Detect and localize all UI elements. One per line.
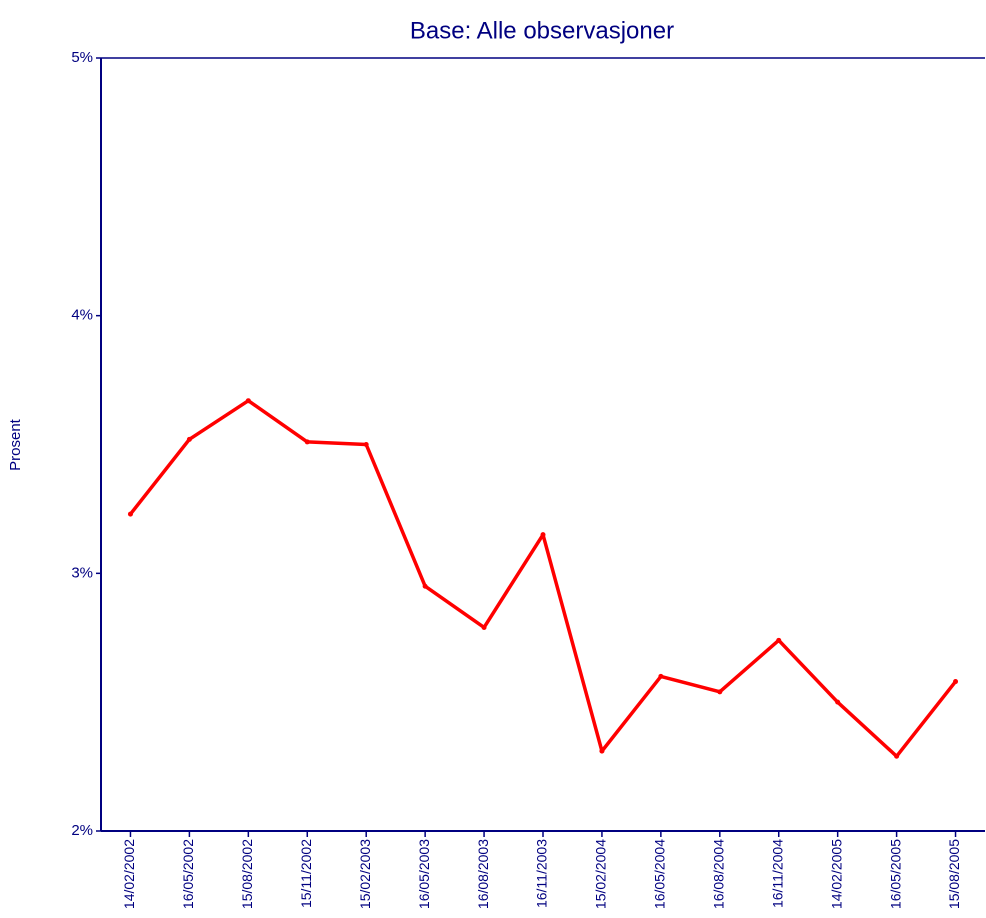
x-tick-label: 16/05/2004 [652,839,668,909]
x-tick-label: 16/11/2004 [769,839,785,908]
y-tick-label: 2% [71,822,93,839]
point [894,753,900,759]
chart-title: Base: Alle observasjoner [410,17,674,44]
point [540,532,546,538]
point [953,679,959,685]
point [422,583,428,589]
point [127,511,133,517]
y-axis-label: Prosent [7,418,24,471]
x-tick-label: 16/11/2003 [534,839,550,908]
y-tick-label: 4% [71,307,93,324]
x-tick-label: 14/02/2005 [828,839,844,909]
x-tick-label: 15/08/2002 [239,839,255,909]
point [481,624,487,630]
point [363,442,369,447]
line [129,398,957,759]
y-tick-label: 3% [71,564,93,581]
point [776,637,782,643]
x-tick-label: 16/08/2003 [475,839,491,909]
point [304,439,310,445]
point [835,699,841,705]
x-tick-label: 16/08/2004 [711,839,727,909]
point [717,689,723,695]
point [186,436,192,442]
point [658,673,664,679]
x-tick-label: 15/11/2002 [298,839,314,908]
x-tick-label: 15/02/2004 [593,839,609,909]
x-tick-label: 15/02/2003 [357,839,373,909]
point [245,398,251,404]
x-tick-label: 16/05/2002 [180,839,196,909]
x-tick-label: 16/05/2005 [887,839,903,909]
point [599,748,605,754]
x-tick-label: 16/05/2003 [416,839,432,909]
x-tick-label: 15/08/2005 [946,839,962,909]
x-tick-label: 14/02/2002 [121,839,137,909]
y-tick-label: 5% [71,49,93,66]
